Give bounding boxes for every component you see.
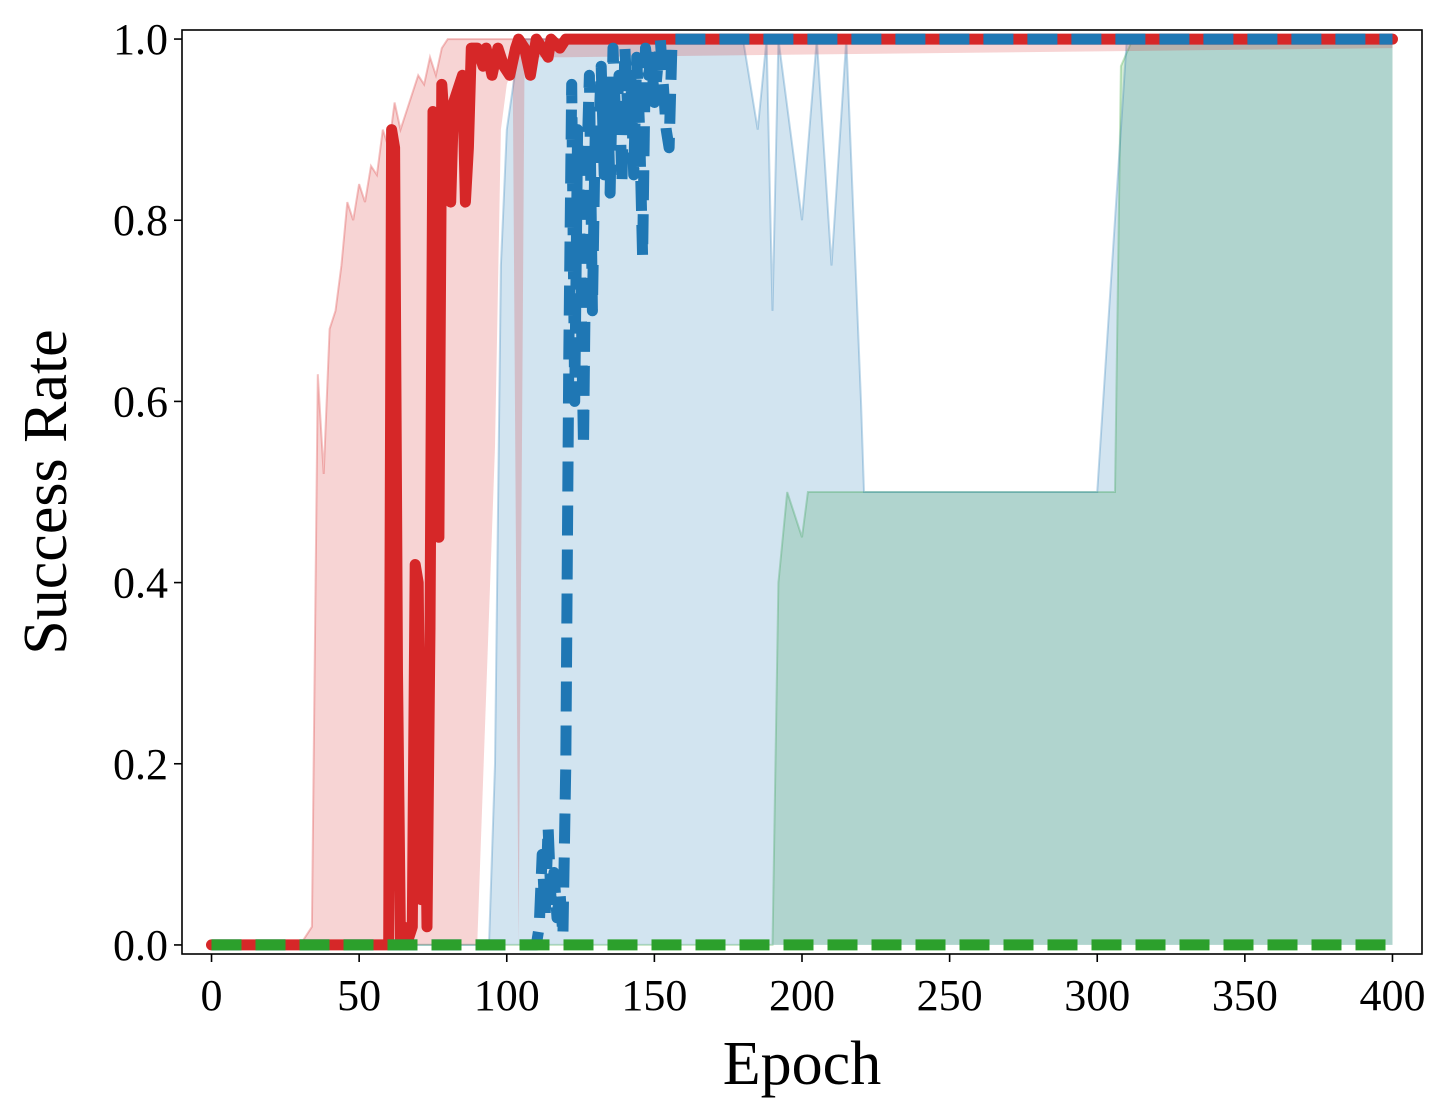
series-line-0: [206, 33, 1398, 951]
y-axis-label: Success Rate: [12, 329, 80, 654]
x-tick-label: 0: [201, 971, 223, 1020]
x-axis-ticks: 0 50 100 150 200 250 300 350 400: [201, 954, 1425, 1020]
x-tick-label: 400: [1359, 971, 1425, 1020]
y-tick-label: 0.4: [113, 559, 168, 608]
band-series-1: [211, 38, 1393, 946]
band-edge-0: [211, 38, 1393, 946]
x-tick-label: 300: [1064, 971, 1130, 1020]
y-tick-label: 0.8: [113, 196, 168, 245]
x-tick-label: 50: [337, 971, 381, 1020]
x-tick-label: 200: [769, 971, 835, 1020]
y-tick-label: 1.0: [113, 15, 168, 64]
y-tick-label: 0.6: [113, 377, 168, 426]
band-fill-1: [211, 39, 1393, 945]
series-line-1: [211, 33, 1393, 951]
y-axis-ticks: 0.0 0.2 0.4 0.6 0.8 1.0: [113, 15, 182, 970]
x-axis-label: Epoch: [723, 1030, 881, 1098]
band-fill-2: [211, 39, 1393, 945]
band-edge-1: [211, 38, 1393, 946]
y-tick-label: 0.2: [113, 740, 168, 789]
series-lines: [206, 33, 1398, 951]
x-tick-label: 150: [621, 971, 687, 1020]
band-fill-0: [211, 39, 1393, 945]
confidence-bands: [211, 38, 1393, 946]
x-tick-label: 350: [1212, 971, 1278, 1020]
x-tick-label: 100: [474, 971, 540, 1020]
x-tick-label: 250: [917, 971, 983, 1020]
band-series-2: [211, 38, 1393, 946]
band-edge-2: [211, 38, 1393, 946]
y-tick-label: 0.0: [113, 921, 168, 970]
band-series-0: [211, 38, 1393, 946]
